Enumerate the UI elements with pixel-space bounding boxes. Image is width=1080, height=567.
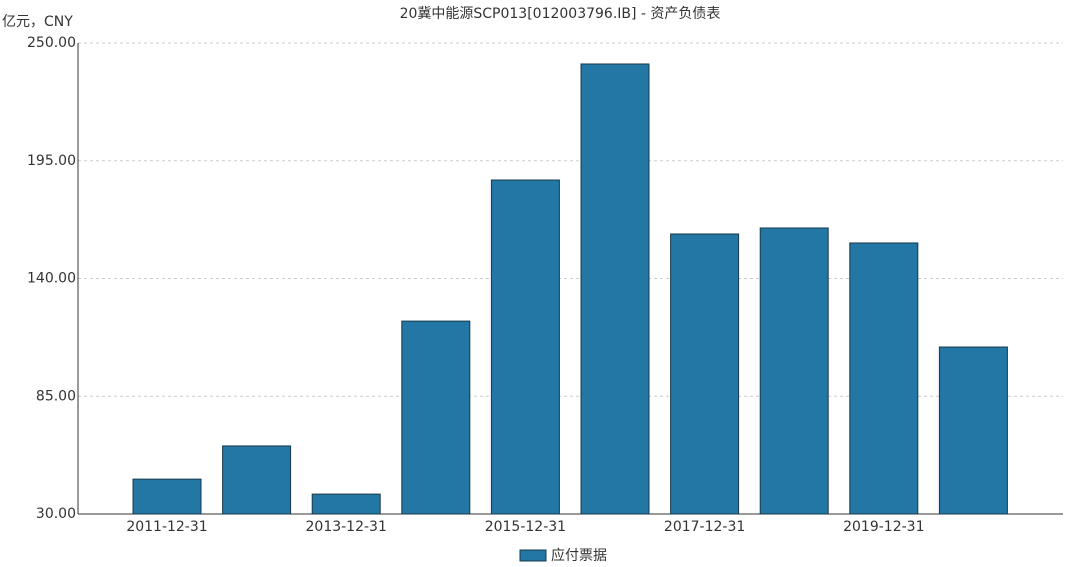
bar: [670, 233, 740, 515]
y-tick-label: 30.00: [36, 506, 76, 522]
x-tick-label: 2011-12-31: [126, 519, 207, 535]
bar: [938, 346, 1008, 515]
bar: [311, 493, 381, 515]
y-tick-label: 250.00: [27, 35, 76, 51]
legend-swatch: [519, 549, 547, 562]
bar: [401, 320, 471, 515]
bar: [580, 63, 650, 515]
y-axis-label: 亿元，CNY: [2, 14, 73, 30]
x-tick-label: 2019-12-31: [843, 519, 924, 535]
bar: [132, 478, 202, 515]
x-tick-label: 2017-12-31: [664, 519, 745, 535]
bar: [490, 179, 560, 515]
y-tick-label: 85.00: [36, 388, 76, 404]
x-tick-label: 2015-12-31: [485, 519, 566, 535]
chart-title: 20冀中能源SCP013[012003796.IB] - 资产负债表: [400, 6, 721, 22]
y-tick-label: 195.00: [27, 153, 76, 169]
bar: [759, 227, 829, 515]
bar: [849, 242, 919, 515]
y-tick-label: 140.00: [27, 271, 76, 287]
legend-label: 应付票据: [551, 547, 607, 564]
x-tick-label: 2013-12-31: [306, 519, 387, 535]
bar: [222, 445, 292, 515]
